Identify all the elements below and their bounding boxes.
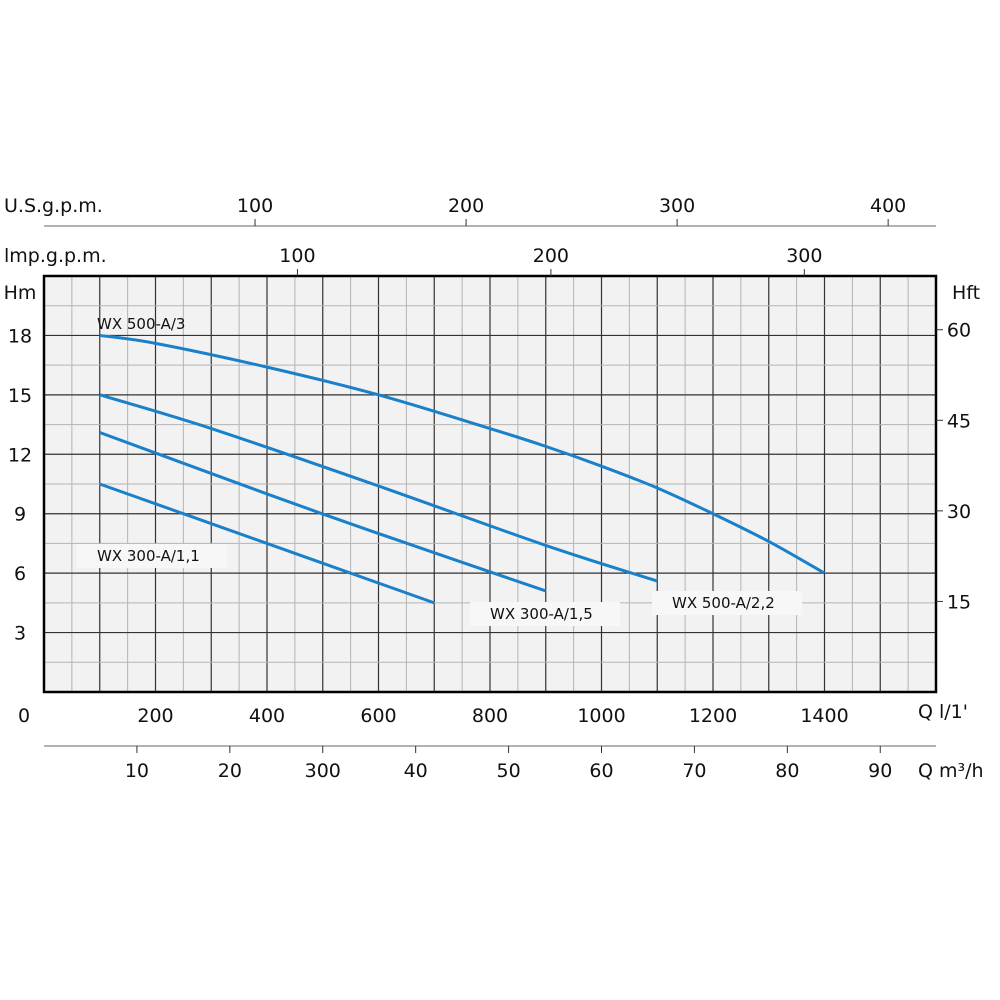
y-right-axis-label: Hft <box>952 282 980 304</box>
m3h-tick-label: 20 <box>218 760 242 782</box>
m3h-tick-label: 50 <box>496 760 520 782</box>
curve-label-background <box>470 602 620 626</box>
us-gpm-tick-label: 300 <box>659 195 695 217</box>
y-right-tick-label: 30 <box>947 501 971 523</box>
m3h-tick-label: 40 <box>404 760 428 782</box>
m3h-tick-label: 60 <box>589 760 613 782</box>
y-tick-label: 15 <box>8 385 32 407</box>
m3h-tick-label: 90 <box>868 760 892 782</box>
y-axis-label: Hm <box>4 282 37 304</box>
y-right-tick-label: 60 <box>947 320 971 342</box>
curve-wx-300-a-1-5 <box>99 431 547 593</box>
curve-label: WX 300-A/1,1 <box>97 547 200 565</box>
imp-gpm-tick-label: 200 <box>533 245 569 267</box>
y-tick-label: 6 <box>14 563 26 585</box>
curve-wx-500-a-2-2 <box>99 393 658 583</box>
m3h-tick-label: 80 <box>775 760 799 782</box>
us-gpm-axis-label: U.S.g.p.m. <box>4 195 103 217</box>
x-tick-label: 0 <box>18 705 30 727</box>
m3h-axis-label: Q m³/h <box>918 760 984 782</box>
x-tick-label: 600 <box>360 705 396 727</box>
x-axis-label: Q l/1' <box>918 701 968 723</box>
curve-wx-300-a-1-1 <box>99 482 435 605</box>
x-tick-label: 1000 <box>577 705 625 727</box>
x-tick-label: 400 <box>249 705 285 727</box>
x-tick-label: 1200 <box>689 705 737 727</box>
imp-gpm-tick-label: 300 <box>786 245 822 267</box>
curve-label: WX 500-A/3 <box>97 315 185 333</box>
m3h-tick-label: 70 <box>682 760 706 782</box>
us-gpm-tick-label: 400 <box>870 195 906 217</box>
imp-gpm-tick-label: 100 <box>279 245 315 267</box>
curve-label: WX 500-A/2,2 <box>672 594 775 612</box>
y-tick-label: 9 <box>14 504 26 526</box>
curve-wx-500-a-3 <box>99 333 826 575</box>
imp-gpm-axis-label: lmp.g.p.m. <box>4 245 107 267</box>
plot-frame <box>42 274 938 694</box>
m3h-tick-label: 300 <box>305 760 341 782</box>
x-tick-label: 800 <box>472 705 508 727</box>
curve-label: WX 300-A/1,5 <box>490 605 593 623</box>
us-gpm-tick-label: 100 <box>237 195 273 217</box>
x-tick-label: 200 <box>137 705 173 727</box>
us-gpm-tick-label: 200 <box>448 195 484 217</box>
x-tick-label: 1400 <box>800 705 848 727</box>
y-right-tick-label: 15 <box>947 591 971 613</box>
m3h-tick-label: 10 <box>125 760 149 782</box>
y-tick-label: 18 <box>8 325 32 347</box>
y-tick-label: 3 <box>14 623 26 645</box>
y-tick-label: 12 <box>8 444 32 466</box>
y-right-tick-label: 45 <box>947 410 971 432</box>
curve-label-background <box>652 591 802 615</box>
curve-label-background <box>77 544 227 568</box>
